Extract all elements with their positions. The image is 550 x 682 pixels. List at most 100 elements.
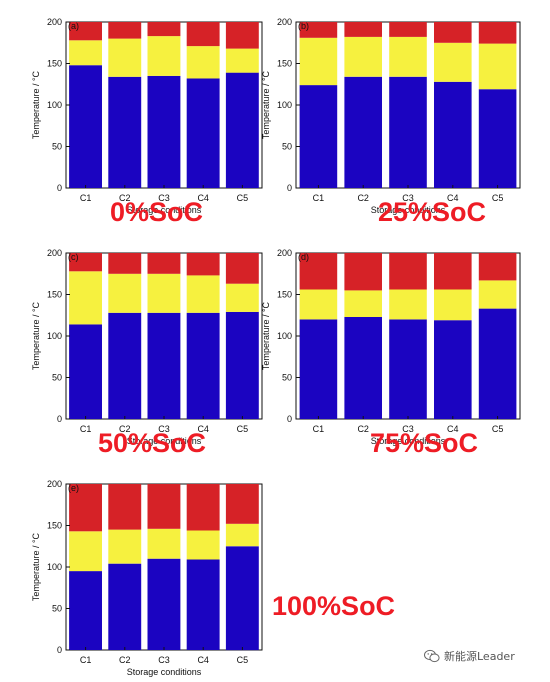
bar-c4-red-segment — [434, 253, 472, 290]
y-tick-label: 50 — [52, 142, 62, 152]
x-tick-label: C3 — [158, 424, 170, 434]
bar-c1-red-segment — [299, 22, 338, 38]
bar-c1-yellow-segment — [69, 40, 102, 66]
x-tick-label: C4 — [197, 655, 209, 665]
bar-c5-blue-segment — [225, 546, 259, 651]
y-axis-label: Temperature / °C — [31, 70, 41, 139]
bar-c3-red-segment — [389, 22, 427, 37]
bar-c5-blue-segment — [225, 72, 259, 188]
x-tick-label: C2 — [119, 424, 131, 434]
bar-c2-red-segment — [344, 253, 382, 291]
chart-panel-4: C1 C2 C3 C4 C5 0 50 100 150 200 (d) Temperature / °… — [261, 248, 521, 458]
panel-label: (e) — [68, 483, 79, 493]
y-tick-label: 200 — [47, 248, 62, 258]
x-tick-label: C1 — [80, 424, 92, 434]
bar-c2-blue-segment — [108, 563, 142, 650]
y-tick-label: 0 — [57, 183, 62, 193]
y-axis-label: Temperature / °C — [31, 301, 41, 370]
y-tick-label: 150 — [47, 59, 62, 69]
bar-c3-blue-segment — [147, 75, 181, 188]
y-tick-label: 200 — [47, 479, 62, 489]
y-tick-label: 150 — [47, 521, 62, 531]
bar-c4-blue-segment — [434, 81, 472, 188]
bar-c4-yellow-segment — [186, 530, 220, 560]
x-tick-label: C4 — [197, 193, 209, 203]
bar-c1-red-segment — [299, 253, 338, 290]
y-tick-label: 0 — [57, 414, 62, 424]
bar-c5-red-segment — [225, 484, 259, 524]
x-tick-label: C2 — [119, 655, 131, 665]
bar-c4-yellow-segment — [434, 289, 472, 321]
y-tick-label: 200 — [47, 17, 62, 27]
y-tick-label: 200 — [277, 248, 292, 258]
chart-panel-3: C1 C2 C3 C4 C5 0 50 100 150 200 (c) Temperature / °… — [31, 248, 263, 458]
x-tick-label: C1 — [313, 193, 325, 203]
x-tick-label: C1 — [313, 424, 325, 434]
bar-c5-blue-segment — [478, 308, 517, 419]
bar-c3-red-segment — [389, 253, 427, 290]
bar-c5-red-segment — [478, 253, 517, 281]
soc-label: 0%SoC — [110, 197, 203, 227]
x-axis-label: Storage conditions — [127, 436, 202, 446]
y-tick-label: 0 — [287, 414, 292, 424]
y-axis-label: Temperature / °C — [261, 70, 271, 139]
bar-c5-yellow-segment — [478, 280, 517, 309]
bar-c3-red-segment — [147, 22, 181, 37]
x-axis-label: Storage conditions — [127, 205, 202, 215]
x-tick-label: C3 — [402, 424, 414, 434]
bar-c5-red-segment — [225, 22, 259, 49]
bar-c2-blue-segment — [108, 312, 142, 419]
bar-c1-red-segment — [69, 22, 102, 41]
y-tick-label: 100 — [277, 331, 292, 341]
bar-c4-blue-segment — [186, 559, 220, 650]
bar-c4-yellow-segment — [186, 275, 220, 313]
wechat-icon — [424, 649, 440, 663]
chart-panel-5: C1 C2 C3 C4 C5 0 50 100 150 200 (e) Temperature / °… — [31, 479, 395, 677]
bar-c5-red-segment — [478, 22, 517, 44]
y-axis-label: Temperature / °C — [31, 532, 41, 601]
x-tick-label: C5 — [237, 655, 249, 665]
bar-c4-red-segment — [186, 484, 220, 531]
bar-c2-blue-segment — [344, 316, 382, 419]
bar-c2-red-segment — [344, 22, 382, 37]
bar-c1-red-segment — [69, 484, 102, 532]
panel-label: (b) — [298, 21, 309, 31]
bar-c1-blue-segment — [299, 319, 338, 419]
panel-label: (c) — [68, 252, 79, 262]
bar-c2-yellow-segment — [108, 38, 142, 77]
bar-c1-yellow-segment — [299, 289, 338, 320]
y-tick-label: 100 — [277, 100, 292, 110]
bar-c3-yellow-segment — [389, 289, 427, 320]
y-tick-label: 50 — [52, 373, 62, 383]
bar-c4-yellow-segment — [186, 46, 220, 79]
y-tick-label: 100 — [47, 100, 62, 110]
x-tick-label: C5 — [237, 424, 249, 434]
bar-c5-blue-segment — [225, 311, 259, 419]
bar-c1-yellow-segment — [69, 531, 102, 572]
x-tick-label: C1 — [80, 655, 92, 665]
x-tick-label: C4 — [447, 193, 459, 203]
y-tick-label: 100 — [47, 331, 62, 341]
soc-label: 100%SoC — [272, 591, 395, 621]
bar-c4-blue-segment — [434, 320, 472, 419]
panel-label: (a) — [68, 21, 79, 31]
bar-c5-yellow-segment — [225, 48, 259, 73]
bar-c1-yellow-segment — [299, 37, 338, 86]
y-tick-label: 150 — [277, 290, 292, 300]
x-tick-label: C4 — [197, 424, 209, 434]
x-tick-label: C1 — [80, 193, 92, 203]
bar-c4-red-segment — [186, 253, 220, 276]
watermark-text: 新能源Leader — [444, 650, 515, 663]
y-tick-label: 100 — [47, 562, 62, 572]
bar-c1-yellow-segment — [69, 271, 102, 325]
bar-c1-blue-segment — [69, 571, 102, 650]
bar-c5-yellow-segment — [225, 283, 259, 312]
bar-c3-blue-segment — [389, 76, 427, 188]
chart-panel-2: C1 C2 C3 C4 C5 0 50 100 150 200 (b) Temperature / °… — [261, 17, 521, 227]
bar-c5-red-segment — [225, 253, 259, 284]
bar-c3-blue-segment — [389, 319, 427, 419]
chart-panel-1: C1 C2 C3 C4 C5 0 50 100 150 200 (a) Temperature / °… — [31, 17, 263, 227]
bar-c3-yellow-segment — [147, 528, 181, 559]
x-tick-label: C5 — [237, 193, 249, 203]
